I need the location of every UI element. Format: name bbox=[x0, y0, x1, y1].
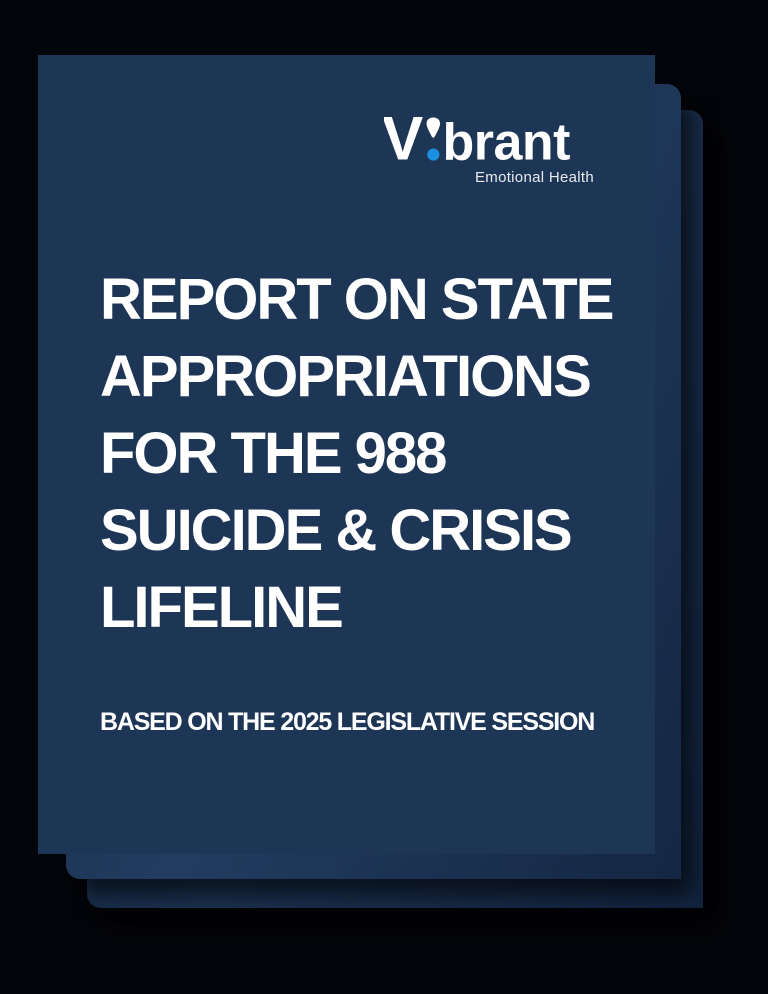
svg-text:V: V bbox=[384, 117, 423, 161]
svg-text:brant: brant bbox=[443, 117, 571, 161]
